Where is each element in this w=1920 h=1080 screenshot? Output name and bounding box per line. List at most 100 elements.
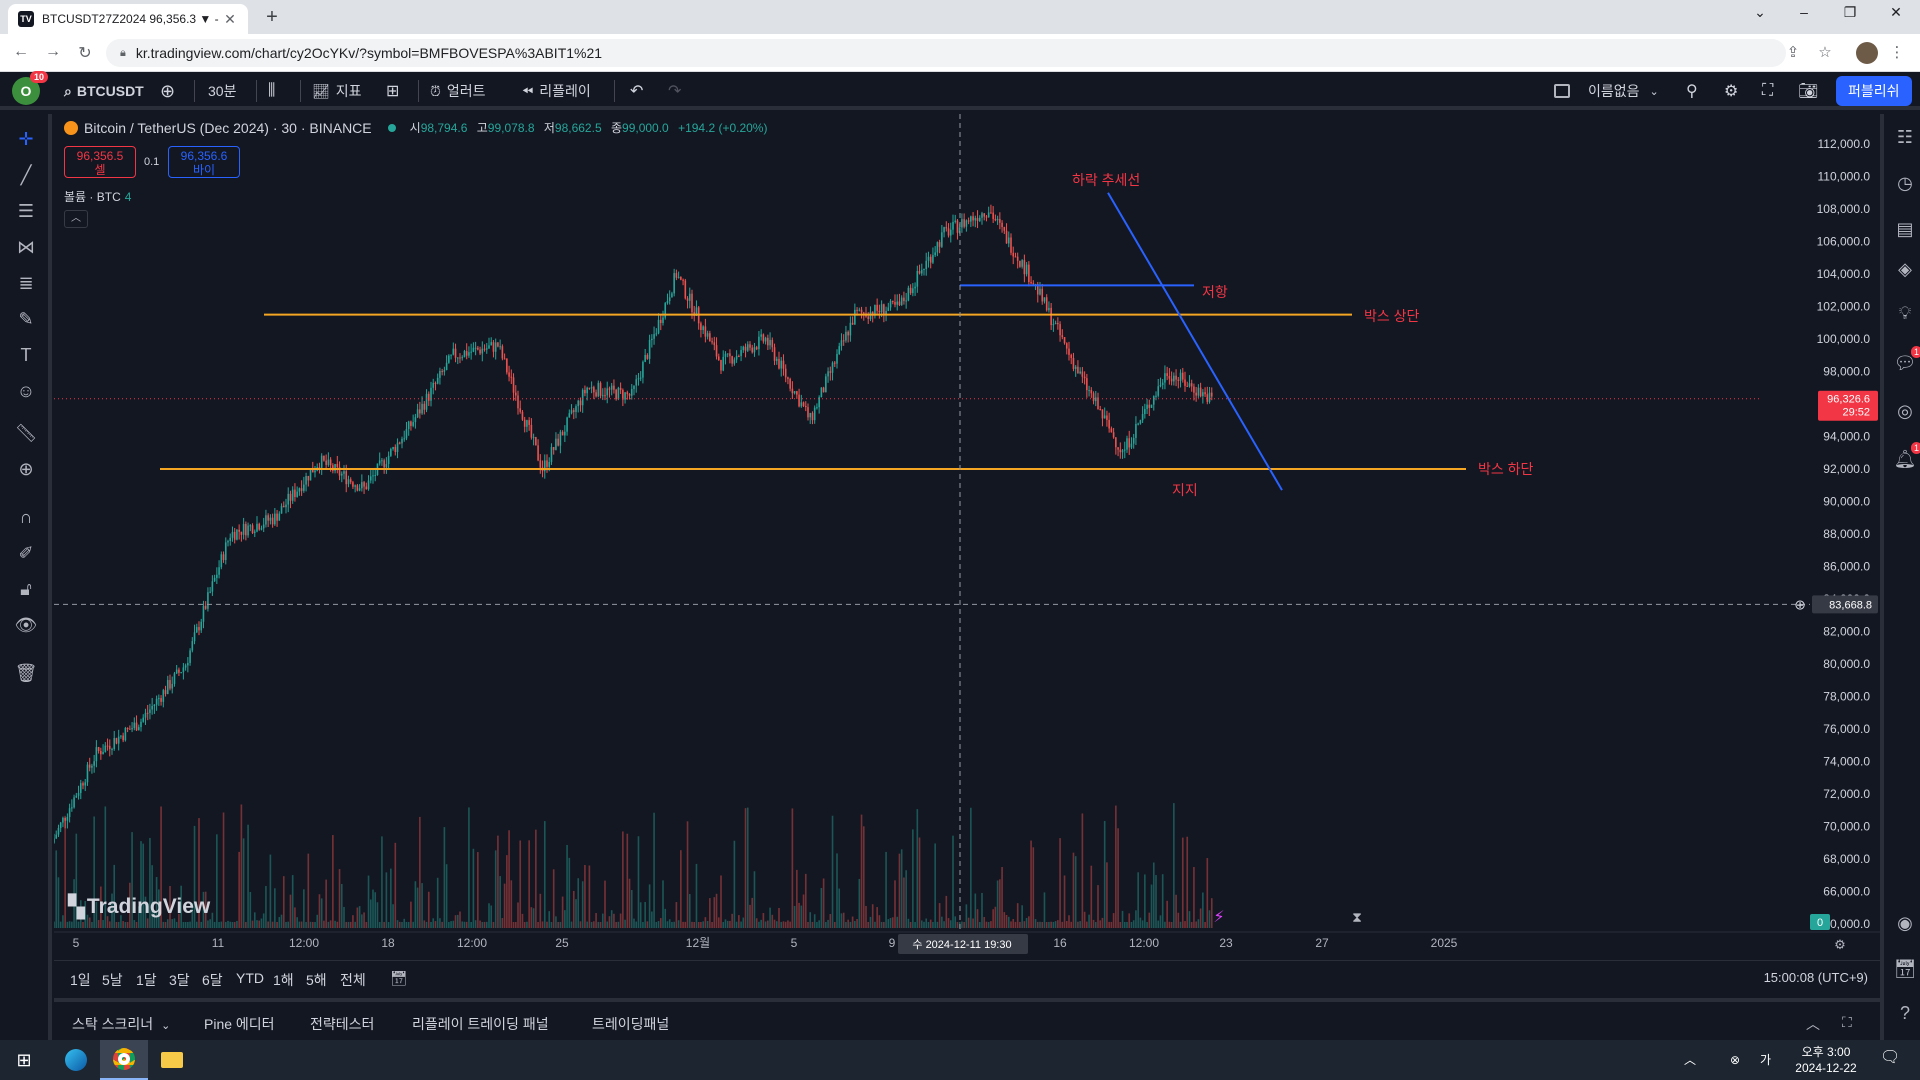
- text-tool-icon[interactable]: T: [20, 345, 32, 365]
- range-5y[interactable]: 5해: [306, 972, 327, 988]
- range-5d[interactable]: 5날: [102, 972, 123, 988]
- camera-snapshot-icon[interactable]: 📷︎: [1798, 83, 1819, 100]
- taskbar-clock[interactable]: 오후 3:00 2024-12-22: [1788, 1044, 1864, 1076]
- chart-clock[interactable]: 15:00:08 (UTC+9): [1763, 970, 1868, 985]
- chevron-up-icon[interactable]: ︿: [1806, 1016, 1820, 1032]
- maximize-panel-icon[interactable]: ⛶: [1842, 1014, 1852, 1030]
- brush-icon[interactable]: ✎: [18, 309, 34, 329]
- price-chart[interactable]: 112,000.0110,000.0108,000.0106,000.0104,…: [54, 114, 1880, 960]
- restore-icon[interactable]: ❐: [1843, 4, 1857, 20]
- horizontal-lines-icon[interactable]: ☰: [17, 201, 35, 221]
- alerts-clock-icon[interactable]: ◷: [1897, 173, 1913, 193]
- downtrend-annotation[interactable]: 하락 추세선: [1072, 172, 1141, 188]
- action-center-icon[interactable]: 🗨︎: [1880, 1049, 1901, 1066]
- volume-legend[interactable]: 볼륨 · BTC 4: [64, 188, 131, 205]
- settings-gear-icon[interactable]: ⚙: [1724, 83, 1739, 100]
- draw-mode-icon[interactable]: ✐: [18, 543, 34, 563]
- range-1y[interactable]: 1해: [273, 972, 294, 988]
- data-window-icon[interactable]: ▤: [1896, 219, 1914, 239]
- collapse-legend-icon[interactable]: ︿: [64, 210, 88, 228]
- help-icon[interactable]: ?: [1899, 1003, 1910, 1023]
- magnet-icon[interactable]: ∩: [19, 507, 33, 527]
- tab-replay-trading-panel[interactable]: 리플레이 트레이딩 패널: [412, 1016, 549, 1032]
- range-ytd[interactable]: YTD: [236, 970, 264, 986]
- range-all[interactable]: 전체: [340, 972, 366, 988]
- tray-chevron-up-icon[interactable]: ︿: [1684, 1053, 1697, 1067]
- tab-pine-editor[interactable]: Pine 에디터: [204, 1016, 275, 1032]
- indicators-button[interactable]: 📈︎ 지표: [312, 72, 362, 110]
- sell-button[interactable]: 96,356.5 셀: [64, 146, 136, 178]
- box-bottom-annotation[interactable]: 박스 하단: [1478, 461, 1534, 477]
- streams-icon[interactable]: ◎: [1897, 401, 1913, 421]
- trend-line-icon[interactable]: ╱: [20, 165, 32, 185]
- layout-name-button[interactable]: 이름없음 ⌄: [1554, 72, 1659, 110]
- candle-body: [552, 447, 555, 450]
- interval-button[interactable]: 30분: [208, 83, 237, 99]
- close-window-icon[interactable]: ✕: [1890, 4, 1902, 20]
- pattern-icon[interactable]: ⋈: [17, 237, 35, 257]
- support-annotation[interactable]: 지지: [1172, 482, 1198, 498]
- candle-body: [972, 216, 974, 221]
- symbol-search-button[interactable]: ⌕ BTCUSDT: [64, 72, 144, 110]
- chart-pane[interactable]: 112,000.0 110,000.0 108,000.0 106,000.0 104,…: [54, 114, 1880, 994]
- forward-icon[interactable]: →: [45, 43, 61, 60]
- crosshair-icon[interactable]: ✛: [18, 129, 34, 149]
- tab-strategy-tester[interactable]: 전략테스터: [310, 1016, 375, 1032]
- share-icon[interactable]: ⇪: [1786, 44, 1800, 61]
- ideas-bulb-icon[interactable]: 💡︎: [1898, 303, 1912, 323]
- close-tab-icon[interactable]: ✕: [224, 10, 236, 27]
- bookmark-star-icon[interactable]: ☆: [1818, 44, 1832, 61]
- redo-icon[interactable]: ↷: [668, 83, 682, 100]
- user-avatar[interactable]: O 10: [12, 71, 48, 105]
- order-quantity[interactable]: 0.1: [144, 156, 160, 168]
- tray-network-icon[interactable]: ⊗: [1730, 1053, 1741, 1067]
- zoom-in-icon[interactable]: ⊕: [18, 459, 34, 479]
- lock-drawings-icon[interactable]: 🔓︎: [20, 579, 32, 599]
- browser-tab[interactable]: TV BTCUSDT27Z2024 96,356.3 ▼ - ✕: [8, 4, 248, 34]
- candle-type-icon[interactable]: ⫼: [268, 82, 276, 99]
- calendar-icon[interactable]: 📅︎: [1893, 959, 1917, 979]
- visibility-eye-icon[interactable]: 👁︎: [14, 615, 38, 635]
- volume-bar: [461, 921, 464, 928]
- alert-button[interactable]: ⏰︎ 얼러트: [430, 72, 486, 110]
- buy-button[interactable]: 96,356.6 바이: [168, 146, 240, 178]
- profile-avatar[interactable]: [1856, 42, 1878, 64]
- tab-stock-screener[interactable]: 스탁 스크리너 ⌄: [72, 1014, 170, 1034]
- range-1m[interactable]: 1달: [136, 972, 157, 988]
- ruler-icon[interactable]: 📏︎: [14, 423, 38, 443]
- watchlist-icon[interactable]: ☷: [1896, 127, 1914, 147]
- edge-browser-icon[interactable]: [56, 1040, 96, 1080]
- compare-add-icon[interactable]: ⊕: [160, 80, 176, 101]
- menu-kebab-icon[interactable]: ⋮: [1889, 44, 1905, 61]
- replay-button[interactable]: ⏪︎ 리플레이: [522, 72, 591, 110]
- minimize-icon[interactable]: –: [1800, 4, 1808, 20]
- undo-icon[interactable]: ↶: [630, 83, 644, 100]
- publish-button[interactable]: 퍼블리쉬: [1836, 76, 1912, 106]
- emoji-icon[interactable]: ☺: [16, 381, 36, 401]
- quick-search-icon[interactable]: ⚲: [1686, 83, 1698, 100]
- range-1d[interactable]: 1일: [70, 972, 91, 988]
- notifications-bell-icon[interactable]: 🔔︎ 1: [1892, 442, 1920, 472]
- chat-icon[interactable]: 💬︎ 1: [1892, 346, 1920, 376]
- templates-grid-icon[interactable]: ⊞: [386, 83, 400, 100]
- windows-start-icon[interactable]: ⊞: [16, 1049, 32, 1070]
- range-6m[interactable]: 6달: [202, 972, 223, 988]
- back-icon[interactable]: ←: [13, 43, 29, 60]
- chrome-browser-icon[interactable]: [100, 1040, 148, 1080]
- url-field[interactable]: 🔒︎ kr.tradingview.com/chart/cy2OcYKv/?sy…: [106, 39, 1786, 67]
- tray-ime-icon[interactable]: 가: [1760, 1053, 1772, 1067]
- file-explorer-icon[interactable]: [152, 1040, 192, 1080]
- target-icon[interactable]: ◉: [1897, 913, 1913, 933]
- goto-date-icon[interactable]: 📅︎: [390, 970, 408, 986]
- resistance-annotation[interactable]: 저항: [1202, 284, 1228, 300]
- box-top-annotation[interactable]: 박스 상단: [1364, 308, 1420, 324]
- fullscreen-icon[interactable]: ⛶: [1762, 82, 1774, 99]
- range-3m[interactable]: 3달: [169, 972, 190, 988]
- trash-icon[interactable]: 🗑︎: [14, 663, 38, 683]
- layers-icon[interactable]: ◈: [1898, 259, 1912, 279]
- tab-search-icon[interactable]: ⌄: [1754, 4, 1766, 20]
- tab-trading-panel[interactable]: 트레이딩패널: [592, 1016, 670, 1032]
- reload-icon[interactable]: ↻: [78, 45, 92, 62]
- fib-icon[interactable]: ≣: [18, 273, 34, 293]
- new-tab-icon[interactable]: +: [266, 6, 278, 28]
